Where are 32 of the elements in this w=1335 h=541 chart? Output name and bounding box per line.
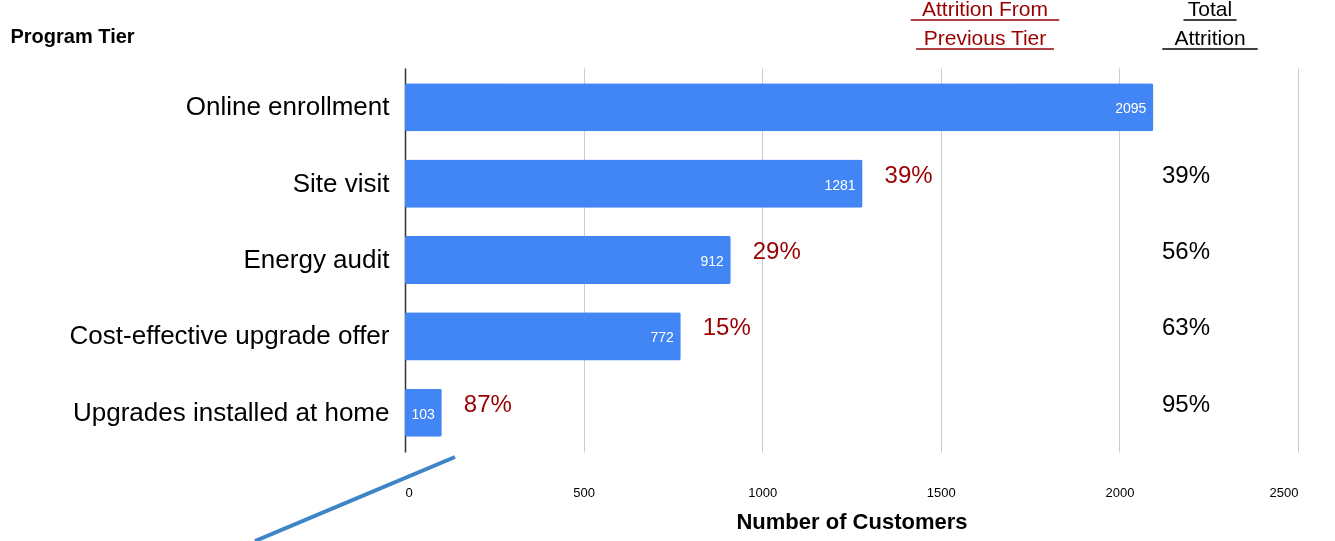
x-tick-label: 500 [573,484,595,500]
y-tick-label: Energy audit [243,244,391,274]
annotation: 39% [1162,160,1211,188]
x-axis-title: Number of Customers [736,508,968,534]
data-label: 2095 [1115,100,1147,117]
data-label: 772 [650,329,674,346]
annotation: 95% [1162,389,1211,417]
x-tick-label: 1000 [748,484,778,500]
y-tick-label: Cost-effective upgrade offer [69,320,390,351]
x-tick-label: 2500 [1269,484,1299,500]
bar [405,235,731,285]
bar [405,312,681,361]
data-label: 912 [700,253,724,269]
y-tick-label: Upgrades installed at home [72,396,390,427]
annotation: 39% [884,160,933,188]
y-axis-title: Program Tier [10,24,135,47]
annotation: 29% [752,237,801,264]
y-tick-label: Online enrollment [185,91,391,122]
bar [405,159,863,208]
y-tick-label: Site visit [292,167,391,198]
x-tick-label: 1500 [926,484,956,500]
x-tick-label: 0 [405,484,413,500]
annotation: 56% [1162,237,1211,264]
annotation: 63% [1162,313,1211,341]
x-tick-label: 2000 [1105,484,1135,500]
text: Total Attrition [1174,0,1246,49]
annotation: 15% [702,313,751,341]
bar [405,83,1154,132]
data-label: 103 [411,405,435,422]
annotation: 87% [463,389,512,417]
data-label: 1281 [824,176,856,193]
text: Attrition From Previous Tier [921,0,1049,49]
